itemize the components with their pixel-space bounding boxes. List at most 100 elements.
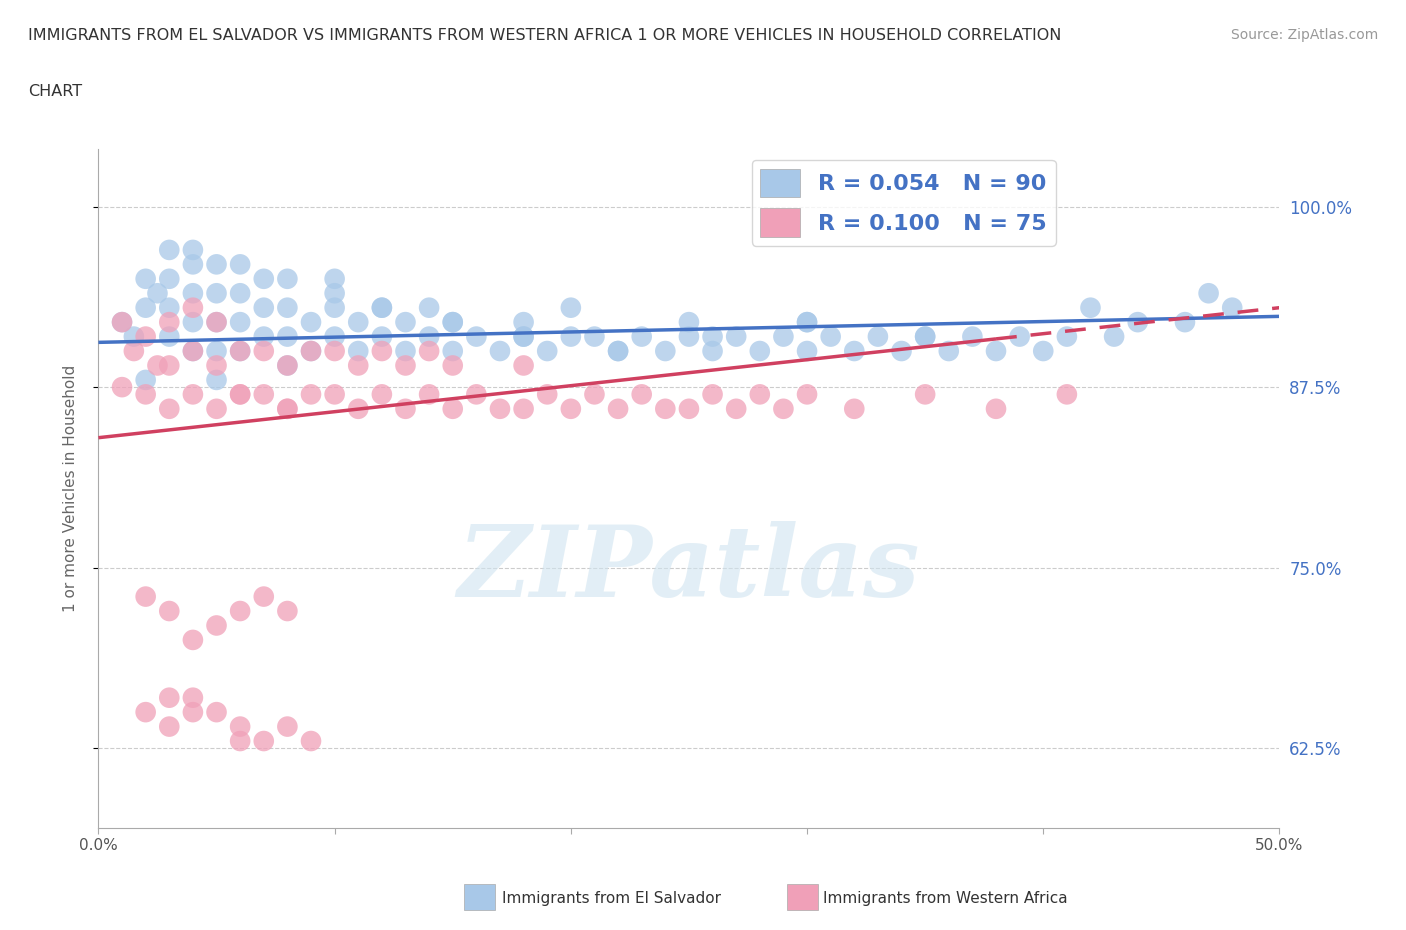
Point — [276, 329, 298, 344]
Point — [323, 343, 346, 358]
Point — [489, 402, 512, 417]
Point — [347, 314, 370, 329]
Point — [418, 387, 440, 402]
Point — [276, 272, 298, 286]
Text: Immigrants from El Salvador: Immigrants from El Salvador — [502, 891, 721, 906]
Point — [181, 300, 204, 315]
Point — [205, 373, 228, 388]
Point — [135, 705, 157, 720]
Point — [276, 358, 298, 373]
Point — [276, 300, 298, 315]
Point — [135, 387, 157, 402]
Point — [371, 300, 394, 315]
Point — [135, 272, 157, 286]
Point — [229, 719, 252, 734]
Point — [583, 387, 606, 402]
Point — [1056, 387, 1078, 402]
Point — [914, 387, 936, 402]
Point — [181, 314, 204, 329]
Point — [441, 314, 464, 329]
Point — [678, 329, 700, 344]
Point — [560, 402, 582, 417]
Point — [229, 286, 252, 300]
Point — [371, 300, 394, 315]
Point — [394, 358, 416, 373]
Point — [299, 343, 322, 358]
Point — [512, 314, 534, 329]
Point — [205, 257, 228, 272]
Point — [181, 387, 204, 402]
Point — [122, 329, 145, 344]
Point — [748, 343, 770, 358]
Point — [229, 387, 252, 402]
Point — [323, 329, 346, 344]
Point — [702, 329, 724, 344]
Text: Immigrants from Western Africa: Immigrants from Western Africa — [823, 891, 1067, 906]
Point — [512, 329, 534, 344]
Point — [135, 589, 157, 604]
Point — [441, 343, 464, 358]
Point — [276, 402, 298, 417]
Point — [181, 343, 204, 358]
Point — [229, 343, 252, 358]
Point — [229, 314, 252, 329]
Point — [146, 286, 169, 300]
Point — [371, 329, 394, 344]
Point — [276, 402, 298, 417]
Point — [984, 402, 1007, 417]
Point — [229, 387, 252, 402]
Point — [890, 343, 912, 358]
Point — [253, 734, 276, 749]
Point — [323, 300, 346, 315]
Point — [253, 387, 276, 402]
Point — [135, 329, 157, 344]
Point — [560, 300, 582, 315]
Point — [157, 300, 180, 315]
Point — [938, 343, 960, 358]
Point — [371, 387, 394, 402]
Point — [465, 329, 488, 344]
Point — [654, 343, 676, 358]
Point — [157, 243, 180, 258]
Point — [276, 719, 298, 734]
Point — [725, 402, 748, 417]
Point — [323, 387, 346, 402]
Point — [536, 387, 558, 402]
Point — [1080, 300, 1102, 315]
Point — [489, 343, 512, 358]
Point — [512, 402, 534, 417]
Point — [181, 286, 204, 300]
Point — [181, 257, 204, 272]
Point — [702, 387, 724, 402]
Point — [157, 358, 180, 373]
Point — [205, 314, 228, 329]
Point — [135, 373, 157, 388]
Point — [229, 734, 252, 749]
Point — [229, 257, 252, 272]
Point — [347, 358, 370, 373]
Point — [253, 343, 276, 358]
Point — [844, 343, 866, 358]
Point — [678, 314, 700, 329]
Point — [1102, 329, 1125, 344]
Point — [678, 402, 700, 417]
Point — [323, 286, 346, 300]
Point — [181, 690, 204, 705]
Point — [157, 329, 180, 344]
Point — [418, 343, 440, 358]
Point — [157, 719, 180, 734]
Point — [253, 300, 276, 315]
Point — [229, 343, 252, 358]
Point — [1174, 314, 1197, 329]
Point — [512, 329, 534, 344]
Point — [253, 329, 276, 344]
Point — [418, 329, 440, 344]
Point — [772, 402, 794, 417]
Point — [205, 358, 228, 373]
Legend: R = 0.054   N = 90, R = 0.100   N = 75: R = 0.054 N = 90, R = 0.100 N = 75 — [752, 160, 1056, 246]
Y-axis label: 1 or more Vehicles in Household: 1 or more Vehicles in Household — [63, 365, 77, 612]
Point — [844, 402, 866, 417]
Point — [299, 343, 322, 358]
Point — [866, 329, 889, 344]
Point — [914, 329, 936, 344]
